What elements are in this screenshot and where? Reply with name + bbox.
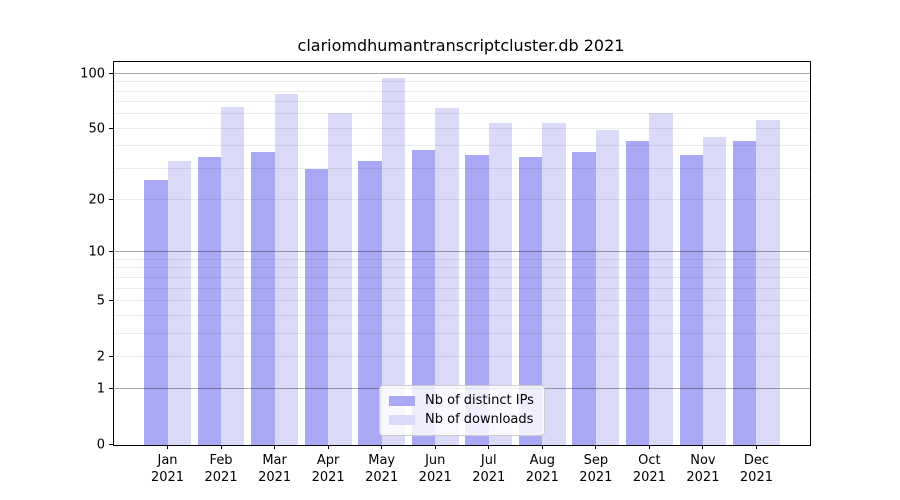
month-group-jan: [144, 62, 191, 445]
chart-title: clariomdhumantranscriptcluster.db 2021: [297, 36, 625, 55]
bar-downloads-jan: [167, 161, 191, 445]
month-group-may: [358, 62, 406, 445]
legend: Nb of distinct IPs Nb of downloads: [379, 385, 545, 436]
y-tick: [109, 299, 113, 301]
month-group-oct: [625, 62, 673, 445]
legend-item-downloads: Nb of downloads: [389, 410, 534, 429]
bar-ips-jan: [144, 179, 168, 445]
legend-item-distinct-ips: Nb of distinct IPs: [389, 391, 534, 410]
x-tick-label: Sep 2021: [579, 453, 613, 485]
y-tick: [109, 444, 113, 445]
month-group-aug: [518, 62, 566, 445]
y-tick-label: 10: [88, 244, 105, 260]
y-tick-label: 5: [96, 293, 105, 309]
month-group-jul: [465, 62, 513, 445]
x-tick: [434, 445, 436, 449]
x-tick: [541, 445, 543, 449]
bar-ips-jun: [411, 150, 436, 445]
bar-downloads-jun: [435, 108, 459, 445]
x-tick: [488, 445, 490, 449]
bar-ips-mar: [251, 152, 275, 445]
y-tick: [109, 127, 113, 129]
bar-ips-jul: [465, 154, 489, 445]
y-tick-label: 50: [88, 121, 105, 137]
bar-downloads-apr: [328, 113, 352, 445]
legend-label-downloads: Nb of downloads: [425, 412, 534, 427]
legend-swatch-distinct-ips: [389, 395, 415, 406]
y-tick: [109, 251, 113, 253]
x-tick: [755, 445, 757, 449]
bar-downloads-aug: [542, 122, 566, 445]
x-tick: [648, 445, 650, 449]
x-tick: [274, 445, 276, 449]
bar-downloads-dec: [756, 119, 780, 445]
x-tick-label: Jun 2021: [418, 453, 452, 485]
bar-ips-may: [358, 161, 382, 445]
bar-downloads-jul: [488, 122, 513, 445]
y-tick-label: 100: [80, 66, 105, 82]
month-group-sep: [572, 62, 620, 445]
y-tick: [109, 72, 113, 74]
y-tick: [109, 199, 113, 201]
bar-downloads-mar: [274, 93, 298, 445]
x-tick: [595, 445, 597, 449]
x-tick: [702, 445, 704, 449]
month-group-apr: [304, 62, 352, 445]
x-tick-label: Aug 2021: [525, 453, 559, 485]
bar-ips-feb: [197, 156, 222, 445]
y-tick-label: 2: [96, 349, 105, 365]
month-group-nov: [679, 62, 727, 445]
bar-ips-nov: [679, 154, 703, 445]
legend-label-distinct-ips: Nb of distinct IPs: [425, 393, 534, 408]
legend-swatch-downloads: [389, 414, 415, 425]
x-tick: [167, 445, 169, 449]
plot-area: Nb of distinct IPs Nb of downloads Jan 20…: [80, 61, 811, 485]
month-group-jun: [411, 62, 459, 445]
bar-ips-aug: [518, 156, 543, 445]
bar-ips-oct: [625, 140, 650, 445]
x-tick-label: Apr 2021: [311, 453, 345, 485]
bar-ips-dec: [733, 140, 757, 445]
y-tick-label: 1: [96, 381, 105, 397]
month-group-mar: [251, 62, 298, 445]
bar-downloads-may: [381, 77, 406, 445]
bar-downloads-sep: [595, 130, 620, 445]
x-tick: [381, 445, 383, 449]
x-tick-label: Feb 2021: [204, 453, 238, 485]
y-tick: [109, 355, 113, 357]
x-tick-label: May 2021: [365, 453, 399, 485]
bar-downloads-nov: [702, 137, 727, 445]
y-tick-label: 0: [96, 437, 105, 453]
x-tick-label: Oct 2021: [632, 453, 666, 485]
bar-downloads-oct: [649, 113, 673, 445]
bar-ips-apr: [304, 168, 329, 445]
month-group-dec: [733, 62, 780, 445]
y-tick-label: 20: [88, 192, 105, 208]
bar-ips-sep: [572, 152, 596, 445]
x-tick-label: Nov 2021: [686, 453, 720, 485]
y-tick: [109, 388, 113, 390]
x-tick-label: Jan 2021: [150, 453, 185, 485]
x-tick: [220, 445, 222, 449]
bar-downloads-feb: [221, 106, 245, 445]
x-tick-label: Mar 2021: [258, 453, 292, 485]
x-tick-label: Dec 2021: [739, 453, 773, 485]
x-tick-label: Jul 2021: [472, 453, 506, 485]
x-tick: [327, 445, 329, 449]
month-group-feb: [197, 62, 245, 445]
bars-layer: [114, 62, 810, 445]
